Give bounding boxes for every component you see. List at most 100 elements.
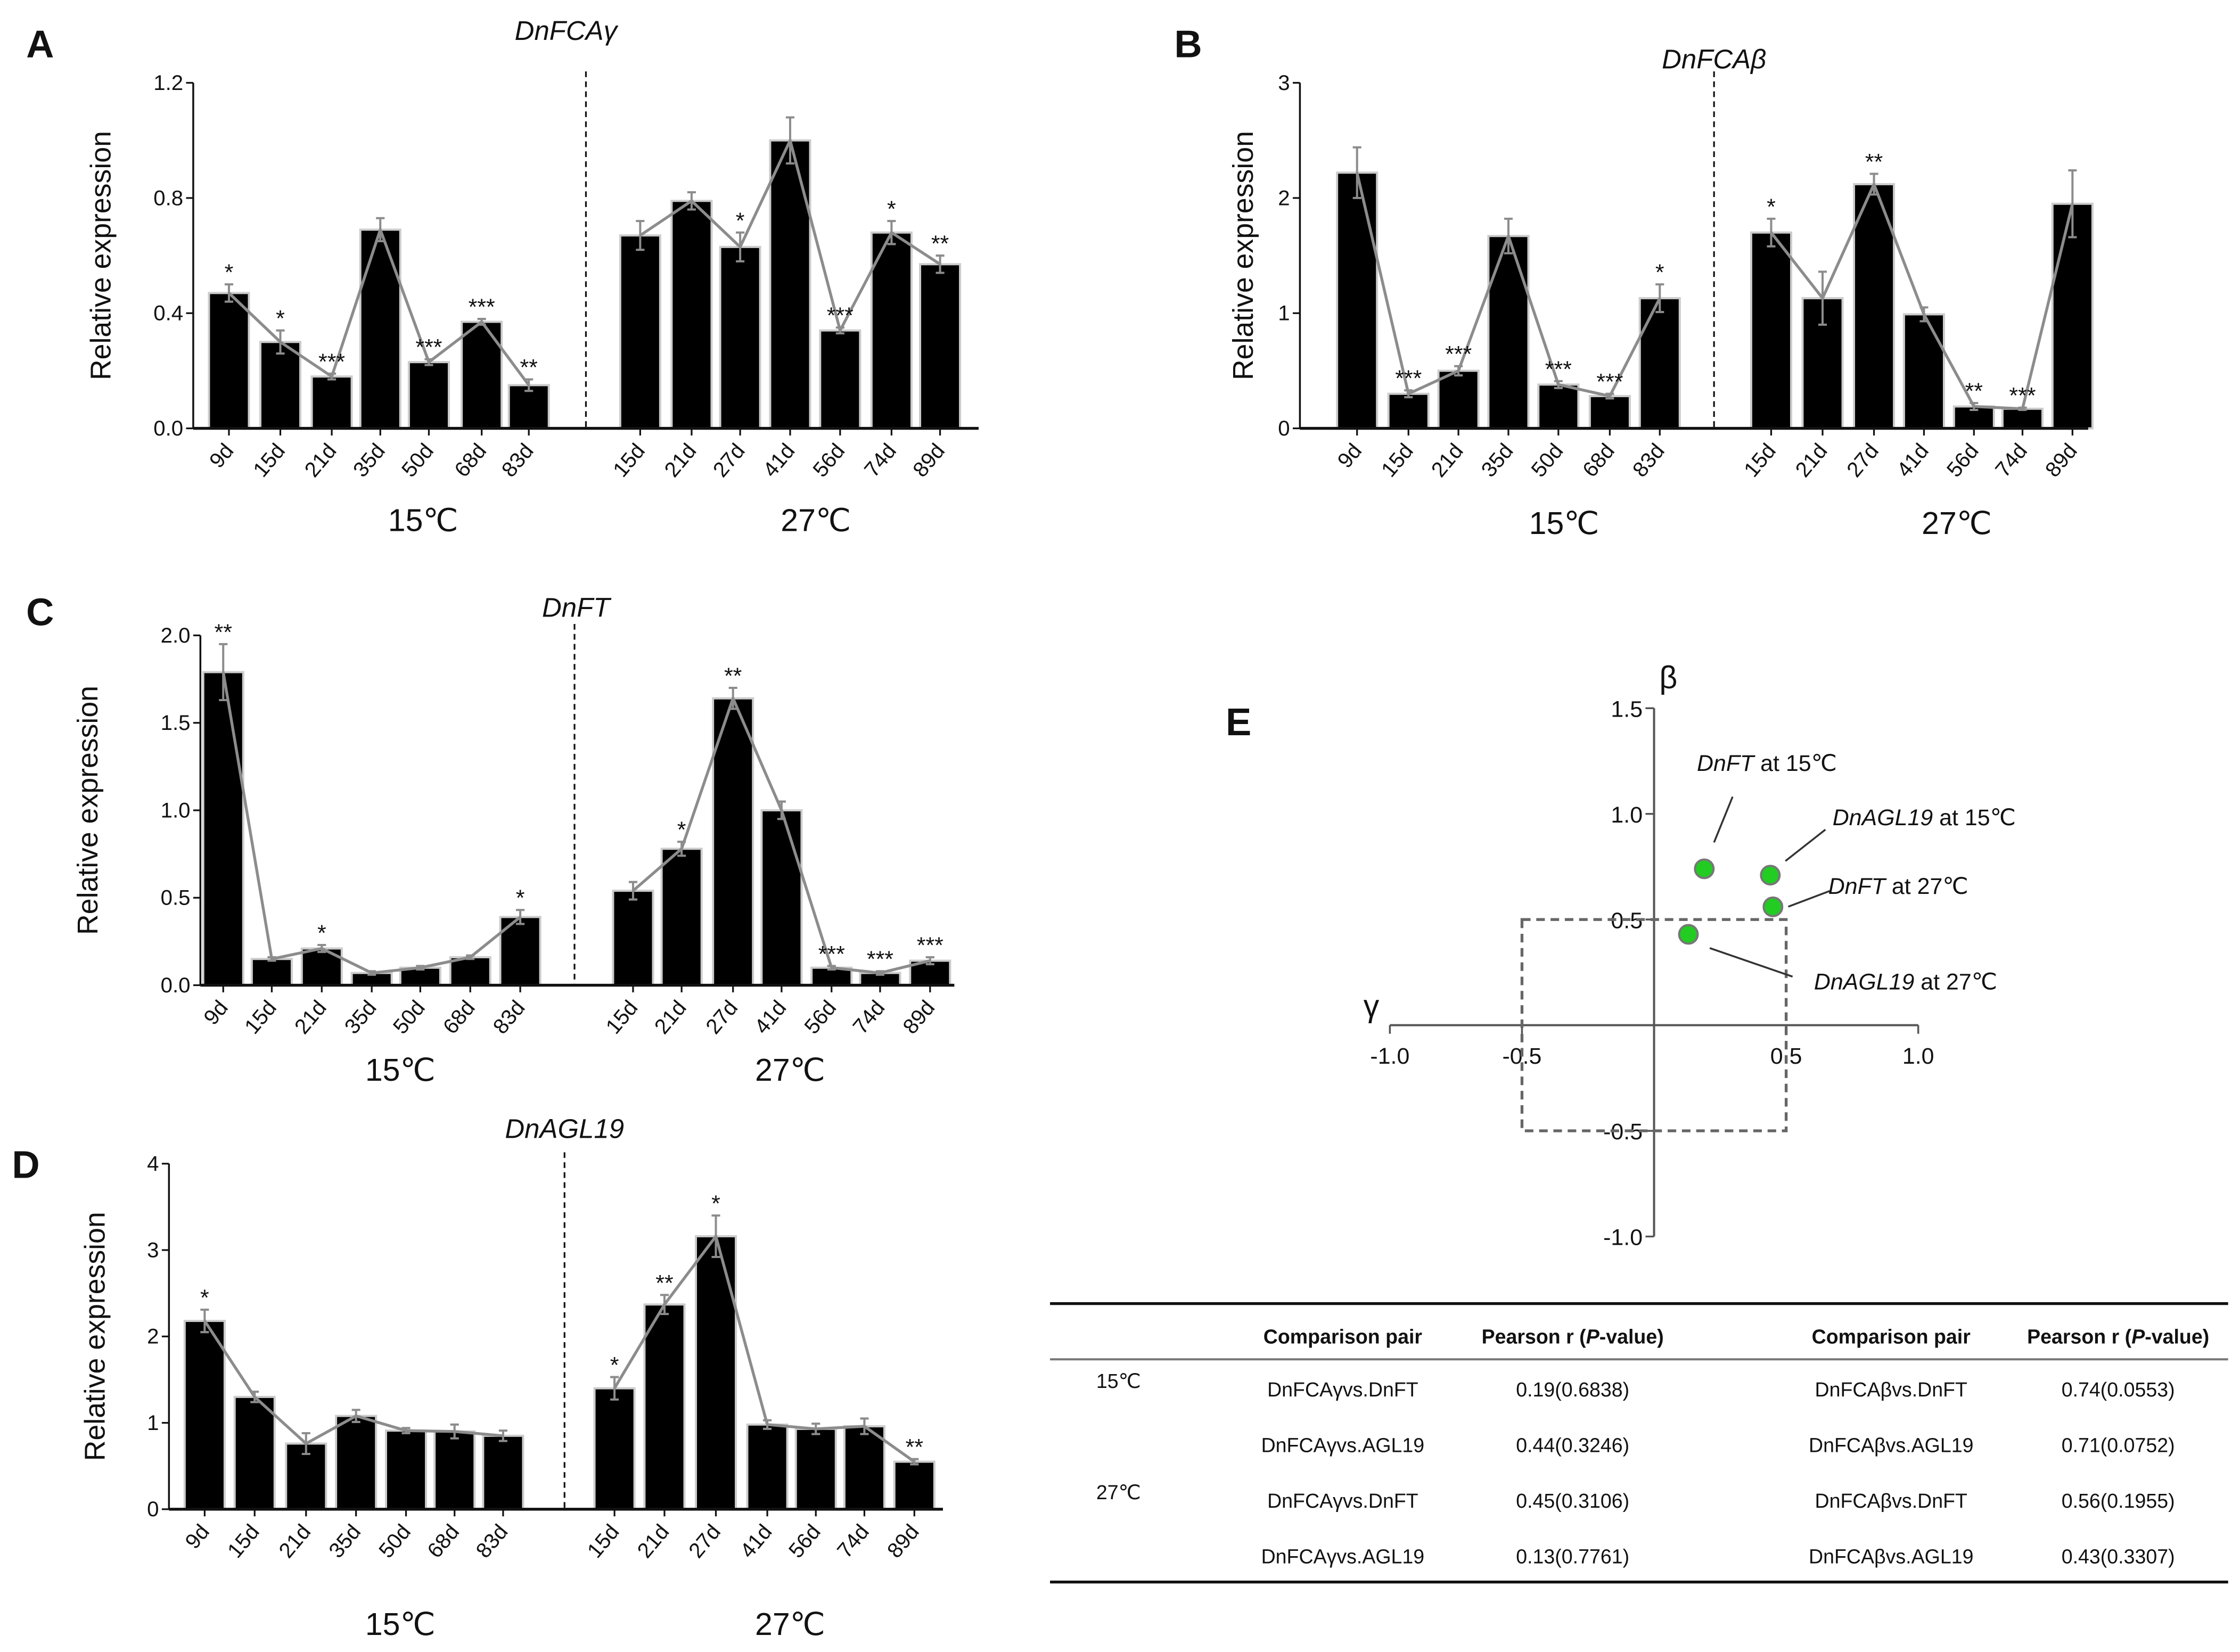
y-tick-label: 0.0 [153, 416, 183, 440]
table-row: DnFCAγvs.AGL19 0.13(0.7761) DnFCAβvs.AGL19… [1261, 1546, 2175, 1568]
significance-label: *** [415, 335, 442, 360]
bar [593, 1387, 636, 1510]
bar [794, 1427, 837, 1510]
x-tick-label: 21d [1791, 439, 1832, 481]
error-bar [301, 1432, 310, 1455]
table-cell: 0.45(0.3106) [1516, 1490, 1629, 1512]
x-tick-label: 74d [1990, 439, 2032, 481]
table-cell: DnFCAβvs.DnFT [1815, 1490, 1967, 1512]
error-bar [763, 1419, 772, 1430]
significance-label: *** [318, 349, 345, 375]
error-bar [687, 191, 696, 211]
chart-title: DnFCAβ [1662, 44, 1766, 75]
error-bar [1454, 365, 1463, 377]
y-axis-label: Relative expression [72, 686, 104, 935]
y-axis-label: Relative expression [85, 131, 117, 380]
table-row: DnFCAγvs.AGL19 0.44(0.3246) DnFCAβvs.AGL19… [1261, 1434, 2175, 1457]
error-bar [1869, 172, 1878, 196]
error-bar [1404, 389, 1413, 399]
x-tick-label: 89d [882, 1520, 924, 1563]
column-header: Pearson r (P-value) [2027, 1326, 2209, 1348]
scatter-point [1762, 896, 1784, 917]
table-cell: 0.71(0.0752) [2062, 1434, 2175, 1457]
significance-label: *** [1395, 366, 1422, 391]
y-tick-label: 1.0 [1611, 802, 1643, 828]
bar [1750, 231, 1793, 430]
y-axis-label: β [1659, 660, 1677, 695]
x-tick-label: 35d [340, 996, 381, 1038]
error-bar [728, 687, 737, 710]
y-tick-label: 1 [147, 1411, 159, 1435]
table-cell: 0.44(0.3246) [1516, 1434, 1629, 1457]
bar [310, 375, 353, 430]
x-tick-label: 15d [1376, 439, 1418, 481]
correlation-table: Comparison pair Pearson r (P-value) Compar… [1050, 1302, 2228, 1584]
error-bar [835, 326, 844, 335]
bar [1537, 383, 1580, 430]
y-tick-label: -0.5 [1603, 1119, 1643, 1145]
x-tick-label: 56d [1942, 439, 1983, 481]
error-bar [524, 378, 534, 392]
x-tick-label: 83d [497, 439, 538, 481]
significance-label: * [736, 208, 745, 234]
significance-label: *** [469, 294, 495, 320]
bar [250, 958, 293, 987]
bar [694, 1235, 737, 1510]
error-bar [376, 217, 385, 243]
error-bar [1970, 401, 1979, 411]
significance-label: ** [520, 355, 538, 381]
x-tick-label: 50d [374, 1520, 416, 1563]
y-tick-label: 4 [147, 1152, 159, 1176]
bar [1487, 235, 1530, 430]
table-cell: 0.43(0.3307) [2062, 1546, 2175, 1568]
x-tick-label: 68d [450, 439, 491, 481]
table-cell: 0.56(0.1955) [2062, 1490, 2175, 1512]
error-bar [777, 800, 786, 820]
gene-name: DnAGL19 [1814, 969, 1914, 995]
group-label: 15℃ [365, 1607, 436, 1642]
condition-label: at 15℃ [1754, 751, 1837, 776]
significance-label: ** [215, 620, 233, 645]
table-cell: 0.74(0.0553) [2062, 1378, 2175, 1401]
bar [719, 245, 761, 430]
scatter-point [1760, 865, 1781, 886]
error-bar [516, 909, 525, 925]
table-cell: DnFCAβvs.AGL19 [1809, 1546, 1973, 1568]
y-tick-label: 1.5 [1611, 696, 1643, 722]
threshold-box [1520, 918, 1788, 1132]
error-bar [660, 1294, 669, 1316]
x-tick-label: 15d [601, 996, 643, 1038]
error-bar [875, 970, 884, 976]
x-tick-label: 56d [808, 439, 850, 481]
bar [384, 1429, 428, 1510]
error-bar [1655, 283, 1664, 314]
header-part: P [1586, 1326, 1600, 1348]
bar [482, 1434, 524, 1510]
y-tick-label: 2.0 [161, 623, 191, 647]
significance-label: * [677, 817, 686, 843]
point-annotation: DnAGL19 at 27℃ [1814, 969, 1997, 995]
significance-label: ** [1865, 149, 1883, 175]
x-axis-label: γ [1364, 989, 1380, 1024]
error-bar [2068, 169, 2077, 239]
x-tick-label: 83d [1628, 439, 1669, 481]
error-bar [224, 283, 234, 303]
significance-label: * [887, 196, 896, 222]
x-tick-label: 15d [223, 1520, 264, 1563]
error-bar [610, 1376, 619, 1401]
x-tick-label: 27d [701, 996, 743, 1038]
row-group-label: 27℃ [1096, 1481, 1141, 1503]
error-bar [1605, 392, 1614, 400]
x-tick-label: 68d [438, 996, 480, 1038]
x-tick-label: 89d [2040, 439, 2082, 481]
x-tick-label: 50d [397, 439, 438, 481]
group-label: 15℃ [365, 1053, 436, 1088]
y-axis-label: Relative expression [79, 1212, 111, 1461]
error-bar [628, 881, 638, 901]
group-label: 27℃ [1922, 506, 1992, 541]
error-bar [1818, 270, 1827, 326]
y-tick-label: -1.0 [1603, 1225, 1643, 1251]
column-header: Comparison pair [1263, 1326, 1423, 1348]
gene-name: DnFT [1828, 874, 1887, 899]
